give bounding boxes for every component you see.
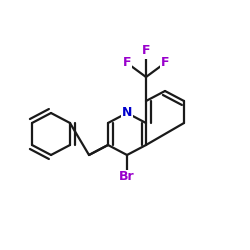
Text: F: F	[123, 56, 131, 70]
Text: Br: Br	[119, 170, 135, 183]
Text: N: N	[122, 106, 132, 120]
Text: F: F	[161, 56, 169, 70]
Text: F: F	[142, 44, 150, 58]
